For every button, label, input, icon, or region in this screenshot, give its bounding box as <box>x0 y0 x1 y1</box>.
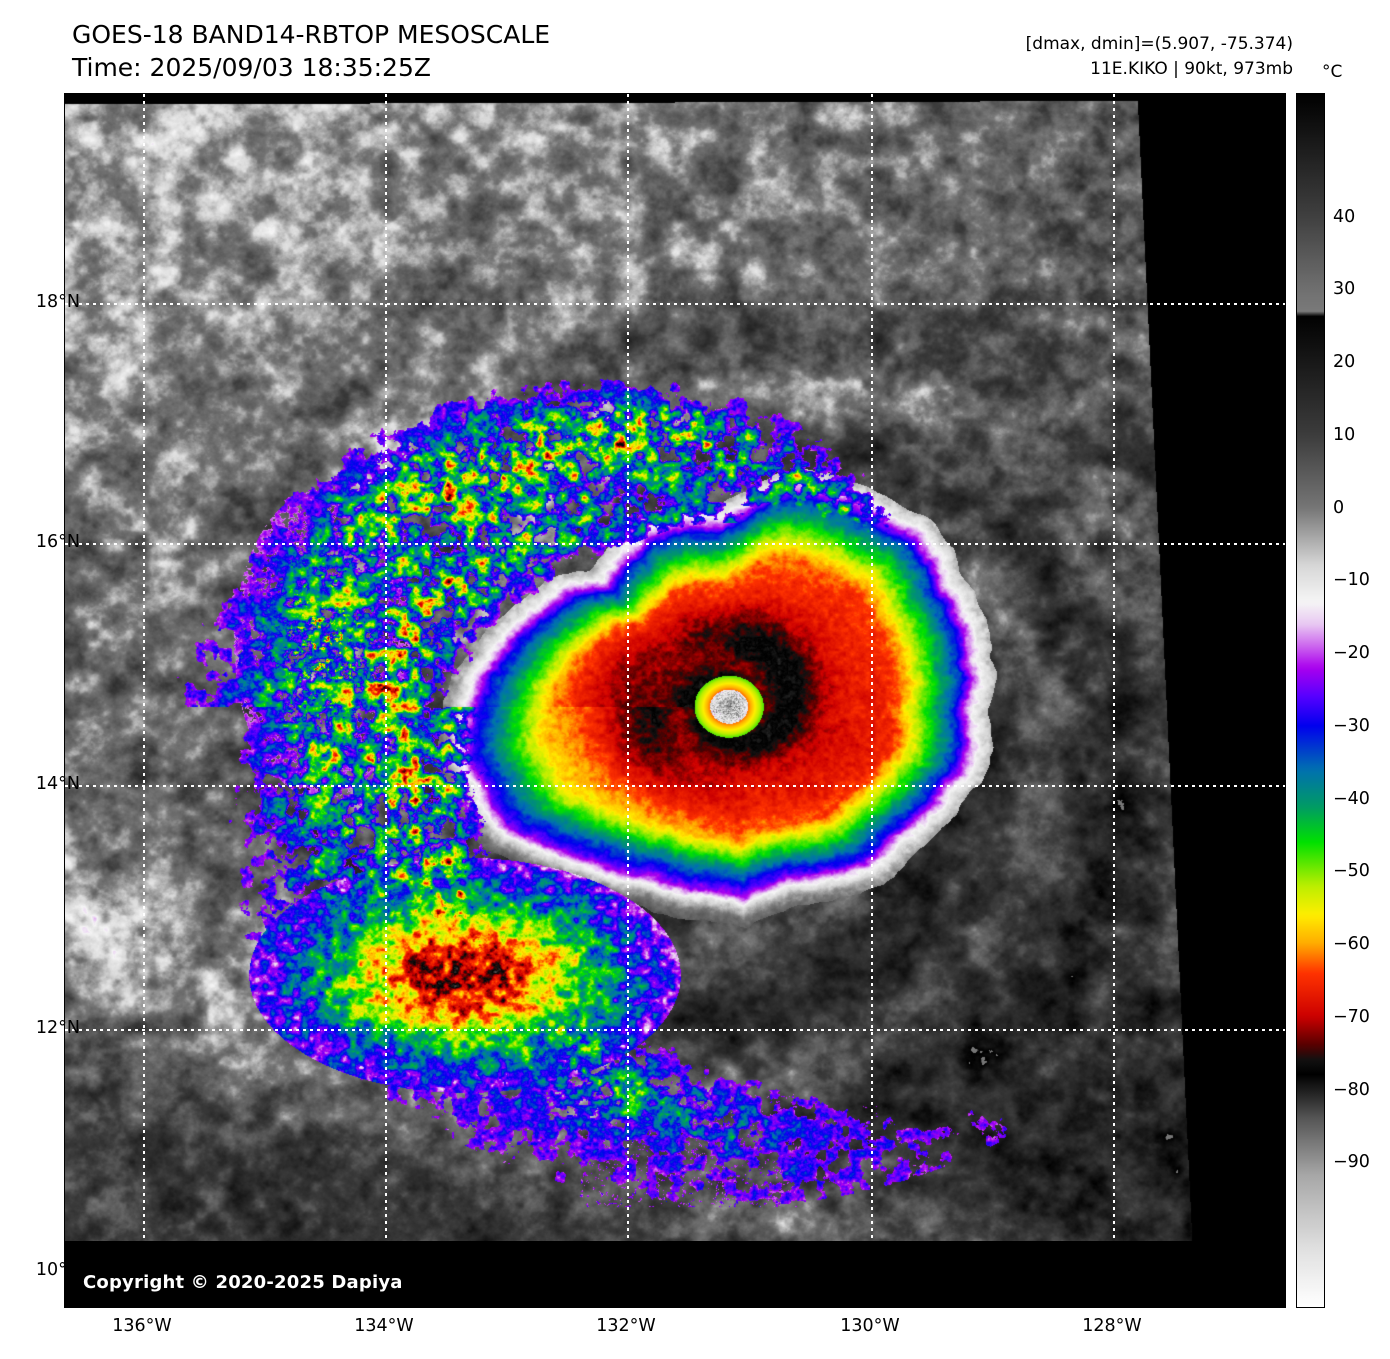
dmax-dmin-label: [dmax, dmin]=(5.907, -75.374) <box>1025 34 1293 54</box>
colorbar-tick--40: −40 <box>1333 788 1370 809</box>
colorbar-tick-40: 40 <box>1333 206 1356 227</box>
timestamp-label: Time: 2025/09/03 18:35:25Z <box>72 53 431 82</box>
longitude-tick-128°W: 128°W <box>1082 1316 1142 1336</box>
metadata-block: [dmax, dmin]=(5.907, -75.374) 11E.KIKO |… <box>1026 32 1293 81</box>
colorbar-gradient <box>1297 94 1324 1307</box>
colorbar-unit-label: °C <box>1322 62 1343 82</box>
colorbar-tick--80: −80 <box>1333 1079 1370 1100</box>
page-title: GOES-18 BAND14-RBTOP MESOSCALE Time: 202… <box>72 18 550 84</box>
colorbar-tick--70: −70 <box>1333 1006 1370 1027</box>
colorbar-tick--10: −10 <box>1333 570 1370 591</box>
longitude-tick-136°W: 136°W <box>112 1316 172 1336</box>
colorbar-tick-20: 20 <box>1333 352 1356 373</box>
colorbar-tick--50: −50 <box>1333 861 1370 882</box>
colorbar-tick--30: −30 <box>1333 715 1370 736</box>
colorbar-tick--90: −90 <box>1333 1152 1370 1173</box>
satellite-imagery-canvas <box>65 94 1284 1306</box>
latitude-tick-10°N: 10°N <box>35 1260 80 1280</box>
longitude-tick-132°W: 132°W <box>596 1316 656 1336</box>
colorbar-tick-30: 30 <box>1333 279 1356 300</box>
latitude-tick-12°N: 12°N <box>35 1018 80 1038</box>
copyright-label: Copyright © 2020-2025 Dapiya <box>83 1272 403 1293</box>
satellite-plot-area: Copyright © 2020-2025 Dapiya <box>64 93 1286 1308</box>
latitude-tick-18°N: 18°N <box>35 292 80 312</box>
temperature-colorbar <box>1296 93 1325 1308</box>
longitude-tick-134°W: 134°W <box>354 1316 414 1336</box>
colorbar-tick--20: −20 <box>1333 643 1370 664</box>
latitude-tick-14°N: 14°N <box>35 774 80 794</box>
colorbar-tick--60: −60 <box>1333 934 1370 955</box>
colorbar-tick-0: 0 <box>1333 497 1345 518</box>
longitude-tick-130°W: 130°W <box>840 1316 900 1336</box>
storm-info-label: 11E.KIKO | 90kt, 973mb <box>1090 58 1293 79</box>
product-title: GOES-18 BAND14-RBTOP MESOSCALE <box>72 20 551 49</box>
latitude-tick-16°N: 16°N <box>35 532 80 552</box>
colorbar-tick-10: 10 <box>1333 424 1356 445</box>
copyright-strip: Copyright © 2020-2025 Dapiya <box>65 1241 1285 1307</box>
